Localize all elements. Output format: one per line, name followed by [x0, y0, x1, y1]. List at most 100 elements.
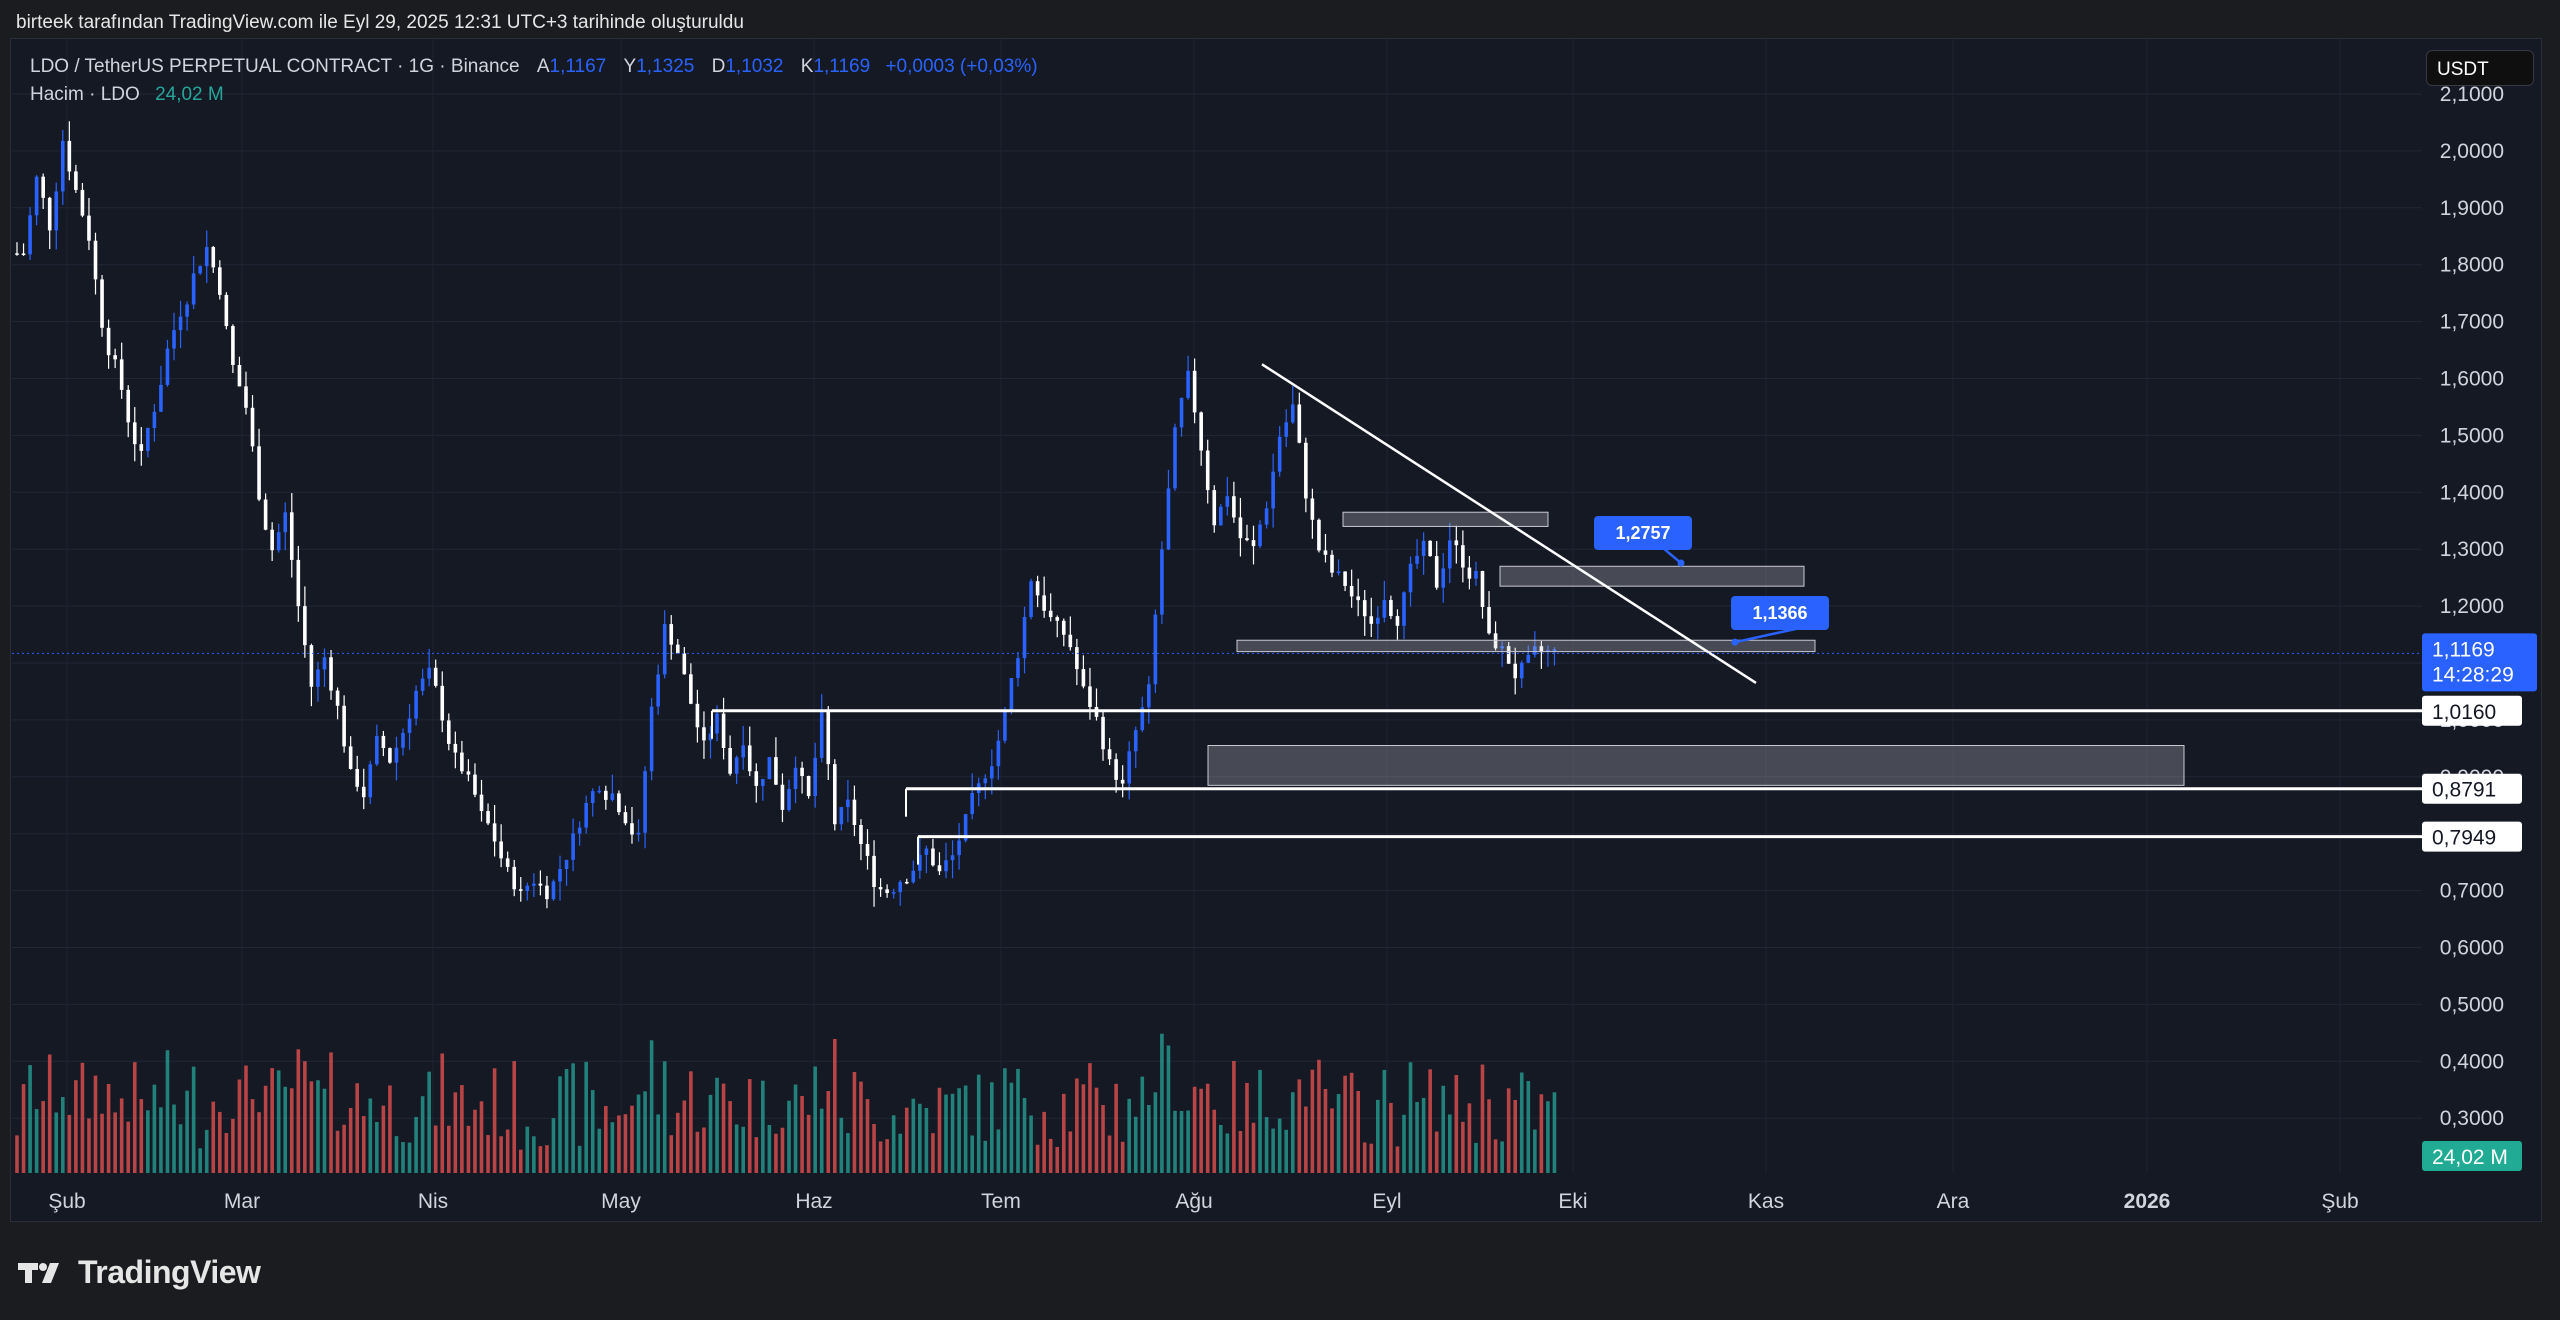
volume-bar — [1120, 1141, 1125, 1173]
volume-bar — [1160, 1033, 1164, 1173]
volume-bar — [806, 1114, 811, 1173]
volume-label[interactable]: Hacim · LDO — [30, 84, 140, 105]
volume-bar — [1310, 1069, 1315, 1173]
candle-body — [263, 499, 268, 530]
candle-body — [924, 848, 929, 855]
candle-body — [780, 784, 785, 810]
volume-bar — [800, 1095, 804, 1173]
volume-bar — [721, 1083, 726, 1173]
volume-bar — [761, 1080, 765, 1173]
candle-body — [649, 706, 654, 772]
candle-body — [1264, 508, 1269, 525]
volume-bar — [1081, 1084, 1086, 1173]
candle-body — [1081, 669, 1086, 687]
candle-body — [996, 740, 1001, 767]
volume-bar — [1127, 1098, 1132, 1173]
symbol-name[interactable]: LDO / TetherUS PERPETUAL CONTRACT · 1G ·… — [30, 56, 520, 77]
open-value: 1,1167 — [549, 56, 607, 77]
volume-bar — [551, 1118, 556, 1173]
volume-bar — [832, 1038, 837, 1173]
candle-body — [1147, 684, 1151, 708]
candle-body — [970, 793, 974, 815]
candle-body — [662, 624, 667, 675]
candle-body — [656, 674, 660, 707]
time-tick-label: Haz — [795, 1190, 832, 1213]
price-tick-label: 0,4000 — [2440, 1050, 2504, 1073]
volume-bar — [564, 1069, 569, 1173]
candle-body — [132, 422, 137, 445]
volume-bar — [780, 1127, 785, 1173]
candle-body — [571, 833, 575, 860]
change-value: +0,0003 (+0,03%) — [885, 56, 1038, 77]
candle-body — [1101, 716, 1105, 750]
candle-body — [1277, 436, 1282, 472]
supply-zone — [1499, 565, 1805, 587]
volume-bar — [1218, 1124, 1223, 1173]
volume-bar — [218, 1111, 222, 1173]
volume-bar — [1225, 1133, 1230, 1173]
candle-body — [1284, 422, 1289, 437]
candle-body — [1042, 595, 1046, 611]
candle-body — [1166, 488, 1171, 550]
candle-body — [329, 657, 333, 691]
volume-bar — [819, 1108, 824, 1173]
candle-body — [577, 827, 582, 834]
time-tick-label: Tem — [981, 1190, 1021, 1213]
symbol-legend: LDO / TetherUS PERPETUAL CONTRACT · 1G ·… — [30, 56, 1038, 78]
candle-body — [1389, 600, 1393, 617]
volume-bar — [859, 1081, 863, 1173]
candle-body — [1218, 506, 1223, 526]
volume-bar — [826, 1090, 831, 1173]
volume-bar — [590, 1090, 595, 1173]
volume-bar — [1533, 1129, 1537, 1173]
tradingview-logo[interactable]: TradingView — [18, 1254, 261, 1291]
candle-body — [1048, 610, 1053, 618]
volume-bar — [545, 1145, 549, 1173]
volume-bar — [198, 1148, 202, 1173]
candle-body — [1454, 540, 1459, 546]
volume-bar — [623, 1114, 628, 1173]
candle-body — [1552, 649, 1557, 651]
volume-bar — [21, 1084, 26, 1173]
callout-box — [1594, 516, 1692, 550]
candle-body — [754, 771, 759, 786]
volume-bar — [558, 1076, 562, 1173]
support-price-tag — [2422, 773, 2522, 804]
volume-tag-label: 24,02 M — [2432, 1146, 2508, 1169]
candle-body — [832, 764, 837, 825]
volume-bar — [93, 1075, 98, 1173]
candle-body — [348, 746, 353, 769]
volume-bar — [741, 1126, 746, 1173]
volume-bar — [689, 1071, 693, 1173]
volume-bar — [224, 1133, 229, 1173]
candle-body — [538, 883, 543, 886]
candle-body — [885, 889, 889, 893]
candle-body — [865, 844, 870, 856]
support-price-tag-label: 0,8791 — [2432, 779, 2496, 802]
candle-body — [518, 889, 523, 891]
candle-body — [1336, 571, 1341, 573]
candle-body — [872, 855, 876, 888]
volume-bar — [1009, 1082, 1014, 1173]
candle-body — [558, 868, 562, 882]
volume-bar — [1454, 1074, 1459, 1173]
candle-body — [80, 189, 85, 216]
volume-bar — [466, 1125, 471, 1173]
currency-button[interactable]: USDT — [2426, 50, 2534, 86]
volume-bar — [60, 1097, 65, 1173]
volume-bar — [276, 1070, 281, 1173]
volume-bar — [662, 1061, 667, 1173]
candle-body — [106, 327, 111, 356]
candle-body — [610, 793, 615, 800]
last-price-tag — [2422, 633, 2537, 692]
candle-body — [1323, 550, 1328, 555]
candle-body — [630, 823, 634, 835]
volume-bar — [1506, 1088, 1511, 1173]
volume-bar — [257, 1112, 261, 1173]
candle-body — [741, 745, 746, 758]
candle-body — [505, 858, 510, 867]
volume-bar — [427, 1071, 431, 1173]
volume-bar — [335, 1130, 340, 1173]
volume-bar — [1166, 1045, 1171, 1173]
